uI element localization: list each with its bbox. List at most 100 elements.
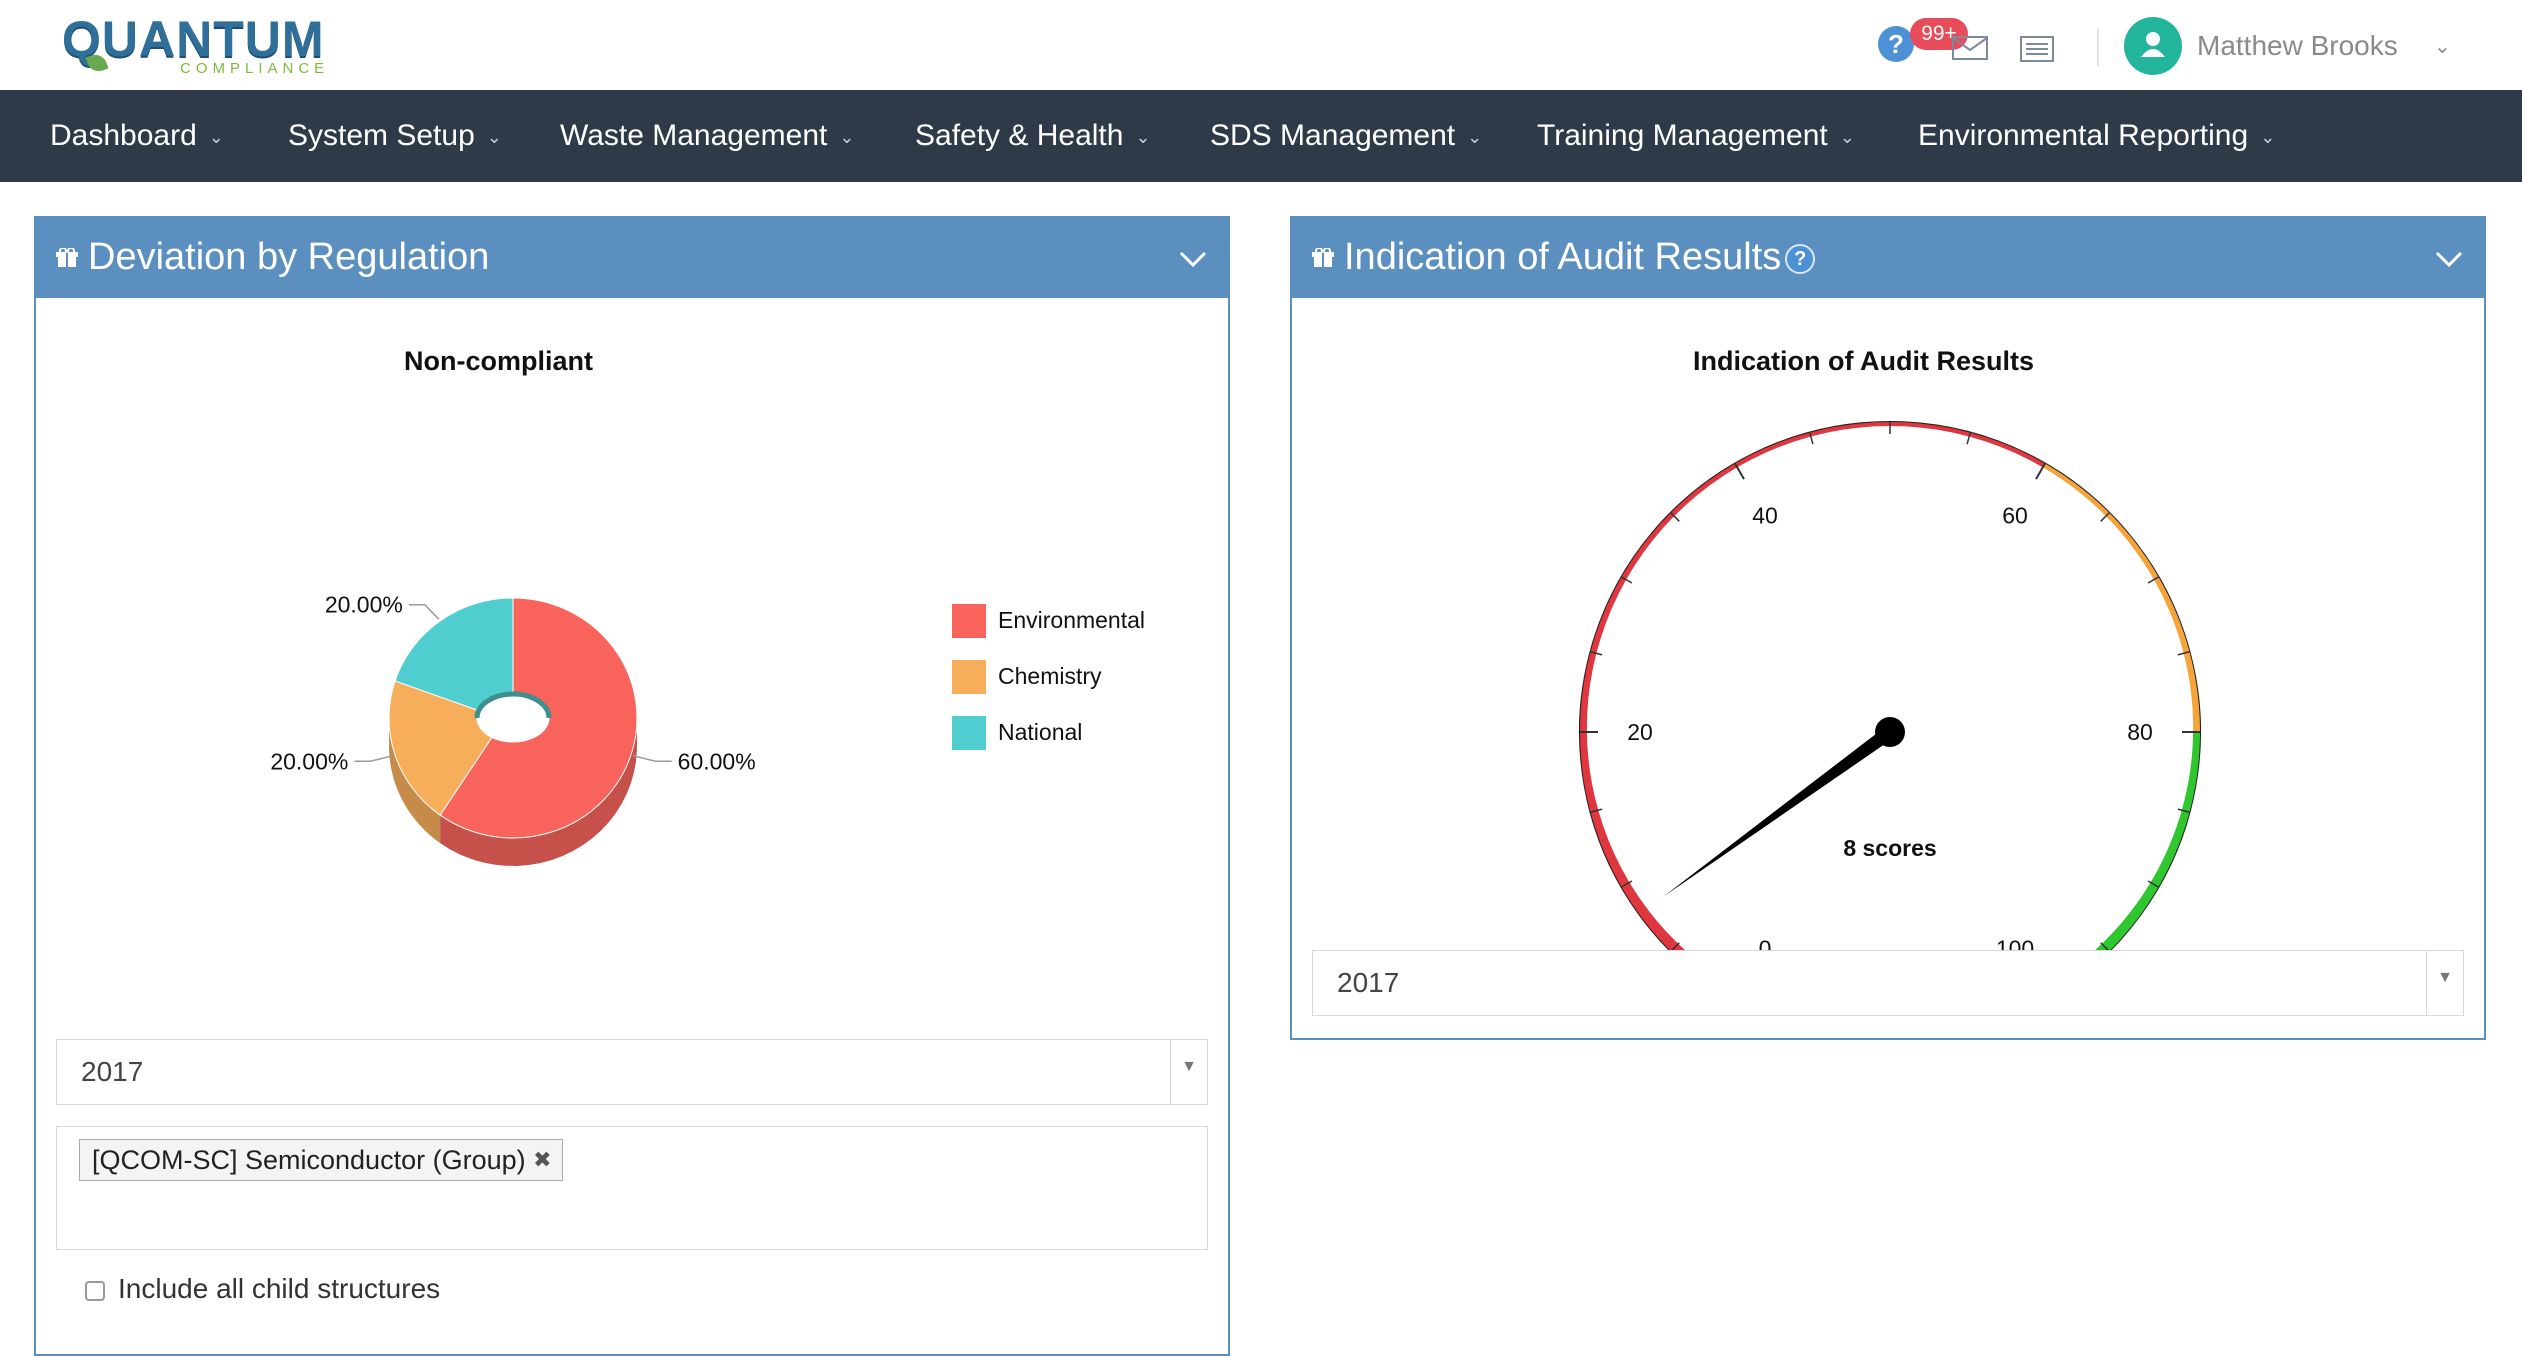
gauge-minor-tick: [2100, 512, 2110, 522]
quantum-logo[interactable]: QUANTUM COMPLIANCE: [62, 10, 325, 80]
collapse-chevron-icon[interactable]: [1178, 244, 1208, 274]
dropdown-arrow-icon: ▼: [1181, 1058, 1197, 1075]
nav-item-environmental-reporting[interactable]: Environmental Reporting ⌄: [1918, 90, 2275, 182]
pie-side-chemistry: [389, 714, 441, 844]
nav-item-safety-health[interactable]: Safety & Health ⌄: [915, 90, 1151, 182]
chevron-down-icon: ⌄: [1467, 127, 1483, 148]
gauge-major-tick: [1734, 463, 1745, 480]
user-icon: [2141, 32, 2165, 57]
gauge-minor-tick: [2100, 942, 2110, 952]
legend-label: National: [998, 719, 1083, 745]
gauge-band: [2042, 463, 2200, 732]
nav-item-label: Training Management: [1537, 119, 1828, 152]
structure-multiselect[interactable]: [QCOM-SC] Semiconductor (Group) ✖: [56, 1126, 1208, 1250]
gauge-major-tick: [2035, 463, 2046, 480]
gift-icon: [56, 248, 78, 267]
gauge-tick-label: 20: [1627, 719, 1653, 745]
chevron-down-icon: ⌄: [486, 127, 502, 148]
select-arrow-zone[interactable]: ▼: [2426, 951, 2463, 1015]
select-value: 2017: [81, 1056, 144, 1087]
structure-chip: [QCOM-SC] Semiconductor (Group) ✖: [79, 1139, 563, 1181]
gauge-pivot: [1875, 717, 1905, 747]
pie-side-environmental: [440, 721, 637, 866]
chevron-down-icon: ⌄: [1135, 127, 1151, 148]
gauge-minor-tick: [2147, 576, 2159, 584]
pie-label-connector: [354, 754, 394, 763]
gauge-minor-tick: [1621, 880, 1633, 888]
nav-item-label: Waste Management: [560, 119, 828, 152]
nav-item-dashboard[interactable]: Dashboard ⌄: [50, 90, 224, 182]
include-children-label: Include all child structures: [118, 1273, 441, 1304]
gift-icon: [1312, 248, 1334, 267]
top-header: QUANTUM COMPLIANCE ? 99+ Matthew Brooks …: [0, 0, 2522, 90]
logo-subtext: COMPLIANCE: [180, 60, 330, 77]
pie-slice-environmental[interactable]: [439, 597, 638, 839]
chevron-down-icon: ⌄: [839, 127, 855, 148]
help-icon[interactable]: ?: [1785, 243, 1816, 274]
gauge-minor-tick: [2177, 651, 2190, 656]
panel-title: Indication of Audit Results?: [1344, 236, 1816, 279]
help-icon[interactable]: ?: [1878, 26, 1914, 62]
remove-icon[interactable]: ✖: [533, 1147, 552, 1172]
gauge-minor-tick: [1670, 512, 1680, 522]
nav-item-label: Environmental Reporting: [1918, 119, 2249, 152]
gauge-band: [2039, 732, 2200, 1001]
user-avatar[interactable]: [2124, 17, 2182, 75]
pie-label-connector: [408, 603, 440, 620]
dropdown-arrow-icon: ▼: [2437, 969, 2453, 986]
legend-swatch-national: [952, 716, 986, 750]
gauge-minor-tick: [1621, 576, 1633, 584]
header-divider: [2097, 28, 2099, 66]
legend-label: Chemistry: [998, 663, 1102, 689]
list-icon[interactable]: [2020, 36, 2054, 62]
nav-item-label: System Setup: [288, 119, 475, 152]
chevron-down-icon[interactable]: ⌄: [2434, 36, 2451, 58]
pie-hole-shadow: [474, 691, 552, 719]
mail-icon[interactable]: [1952, 36, 1988, 60]
chevron-down-icon: ⌄: [2260, 127, 2276, 148]
gauge-chart-title: Indication of Audit Results: [1693, 346, 2034, 376]
pie-slice-chemistry[interactable]: [388, 680, 493, 816]
chevron-down-icon: ⌄: [208, 127, 224, 148]
user-name[interactable]: Matthew Brooks: [2197, 30, 2398, 61]
gauge-minor-tick: [1590, 808, 1603, 813]
main-navbar: Dashboard ⌄ System Setup ⌄ Waste Managemen…: [0, 90, 2522, 182]
collapse-chevron-icon[interactable]: [2434, 244, 2464, 274]
nav-item-training-management[interactable]: Training Management ⌄: [1537, 90, 1855, 182]
pie-data-label: 20.00%: [270, 748, 348, 774]
gauge-minor-tick: [2177, 808, 2190, 813]
gauge-tick-label: 80: [2127, 719, 2153, 745]
pie-chart: 60.00% 20.00% 20.00%: [270, 592, 756, 866]
pie-data-label: 60.00%: [678, 748, 756, 774]
gauge-needle: [1663, 726, 1895, 897]
gauge-minor-tick: [1966, 432, 1971, 445]
gauge-minor-tick: [1670, 942, 1680, 952]
nav-item-waste-management[interactable]: Waste Management ⌄: [560, 90, 854, 182]
gauge-band: [1580, 422, 2045, 1001]
gauge-minor-tick: [1809, 432, 1814, 445]
notification-badge[interactable]: 99+: [1910, 18, 1968, 50]
gauge-tick-label: 60: [2002, 502, 2028, 528]
year-select-left[interactable]: 2017 ▼: [56, 1039, 1208, 1105]
select-value: 2017: [1337, 967, 1400, 998]
panel-header: Indication of Audit Results?: [1292, 218, 2484, 298]
year-select-right[interactable]: 2017 ▼: [1312, 950, 2464, 1016]
gauge-minor-tick: [1590, 651, 1603, 656]
nav-item-label: Safety & Health: [915, 119, 1124, 152]
logo-text: QUANTUM: [62, 11, 325, 67]
gauge-outer-arc: [1579, 421, 2201, 1002]
nav-item-label: Dashboard: [50, 119, 197, 152]
legend-swatch-chemistry: [952, 660, 986, 694]
include-children-checkbox[interactable]: [85, 1281, 105, 1301]
panel-header: Deviation by Regulation: [36, 218, 1228, 298]
panel-title-text: Indication of Audit Results: [1344, 236, 1782, 278]
legend-label: Environmental: [998, 607, 1146, 633]
select-arrow-zone[interactable]: ▼: [1170, 1040, 1207, 1104]
nav-item-sds-management[interactable]: SDS Management ⌄: [1210, 90, 1482, 182]
gauge-tick-label: 40: [1752, 502, 1778, 528]
nav-item-system-setup[interactable]: System Setup ⌄: [288, 90, 502, 182]
panel-title: Deviation by Regulation: [88, 236, 490, 278]
gauge-value-label: 8 scores: [1843, 835, 1936, 861]
gauge-minor-tick: [2147, 880, 2159, 888]
